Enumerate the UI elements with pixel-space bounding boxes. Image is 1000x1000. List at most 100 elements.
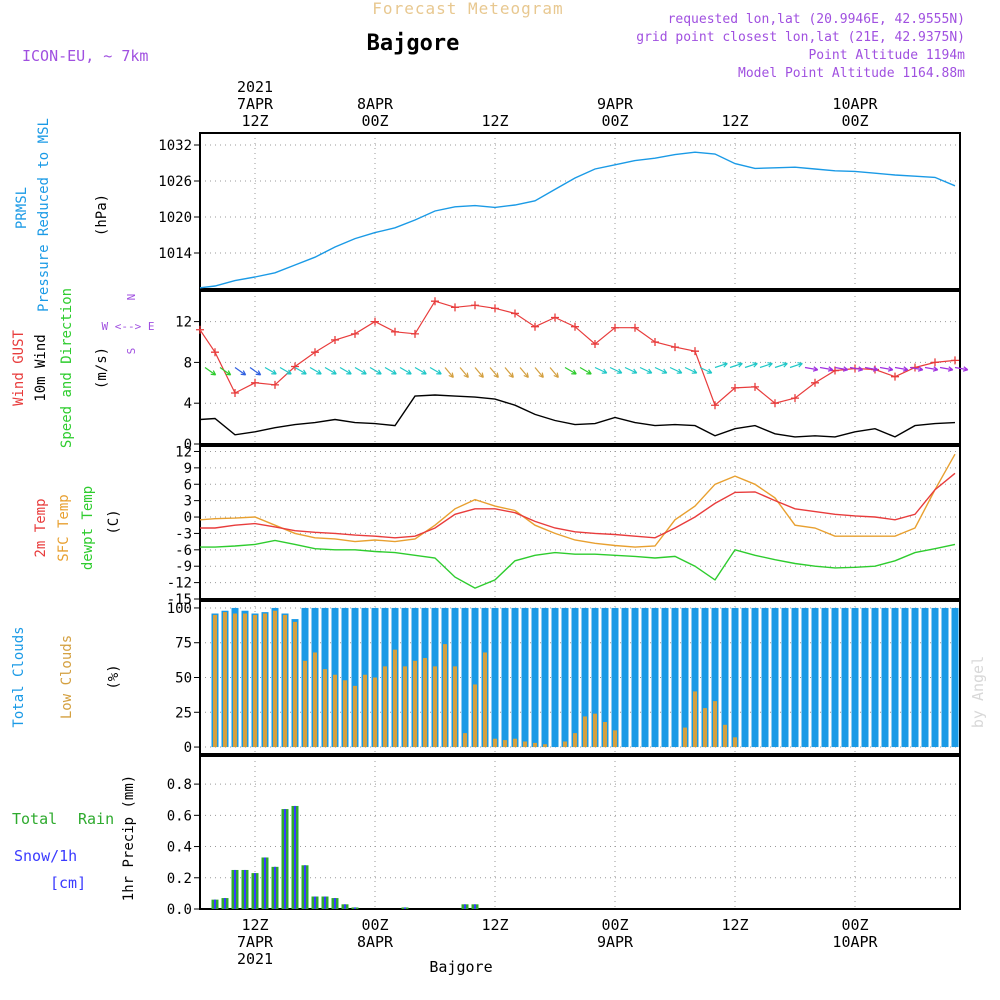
wind-direction-arrow: [519, 367, 529, 379]
gust-marker: [551, 313, 559, 322]
total-precip-label: Total: [12, 810, 57, 828]
low-cloud-bar: [603, 722, 607, 748]
wind-direction-arrow: [774, 362, 788, 369]
pressure-ytick-label: 1020: [158, 210, 192, 226]
total-cloud-bar: [461, 607, 469, 748]
top-time-axis-label: 00Z: [601, 112, 628, 130]
low-cloud-bar: [473, 684, 477, 748]
gust-marker: [571, 322, 579, 331]
temp-unit: (C): [106, 509, 122, 534]
precip-frame: [199, 755, 961, 910]
gust-marker: [271, 380, 279, 389]
wind-direction-arrow: [924, 366, 939, 372]
gust-marker: [251, 378, 259, 387]
bottom-time-axis-label: 00Z: [361, 916, 388, 934]
gust-marker: [431, 297, 439, 306]
low-cloud-bar: [433, 666, 437, 748]
low-cloud-bar: [273, 610, 277, 748]
low-cloud-bar: [513, 738, 517, 748]
total-cloud-bar: [901, 607, 909, 748]
wind-ytick-label: 12: [175, 315, 192, 331]
total-cloud-bar: [561, 607, 569, 748]
bottom-time-axis-label: 8APR: [357, 933, 394, 951]
total-cloud-bar: [951, 607, 959, 748]
temperature-ytick-label: -12: [167, 576, 192, 592]
snow-label: Snow/1h: [14, 847, 77, 865]
gust-marker: [791, 394, 799, 403]
point-altitude: Point Altitude 1194m: [808, 48, 965, 63]
low-cloud-bar: [613, 730, 617, 748]
wind-direction-arrow: [594, 366, 608, 374]
low-cloud-bar: [733, 737, 737, 748]
total-cloud-bar: [781, 607, 789, 748]
snow-bar: [274, 866, 276, 909]
total-cloud-bar: [651, 607, 659, 748]
total-cloud-bar: [701, 607, 709, 748]
pressure-ytick-label: 1026: [158, 174, 192, 190]
gust-marker: [611, 323, 619, 332]
total-cloud-bar: [931, 607, 939, 748]
gust-marker: [391, 327, 399, 336]
wind-direction-arrow: [399, 366, 412, 375]
low-cloud-bar: [413, 660, 417, 748]
wind-direction-arrow: [789, 362, 803, 369]
wind-direction-arrow: [279, 366, 292, 375]
total-cloud-bar: [921, 607, 929, 748]
wind-direction-arrow: [504, 367, 514, 379]
clouds-ytick-label: 75: [175, 636, 192, 652]
low-cloud-bar: [393, 649, 397, 748]
precip-ytick-label: 0.8: [167, 777, 192, 793]
bottom-time-axis-label: 2021: [237, 950, 273, 968]
low-cloud-bar: [563, 741, 567, 748]
clouds-ytick-label: 50: [175, 671, 192, 687]
total-cloud-bar: [691, 607, 699, 748]
pressure-unit: (hPa): [94, 194, 110, 236]
total-cloud-bar: [841, 607, 849, 748]
total-cloud-bar: [601, 607, 609, 748]
temperature-ytick-label: -6: [175, 543, 192, 559]
temperature-ytick-label: 9: [184, 461, 192, 477]
snow-bar: [334, 898, 336, 909]
total-cloud-bar: [851, 607, 859, 748]
low-cloud-bar: [263, 613, 267, 748]
gust-marker: [196, 325, 204, 334]
low-cloud-bar: [383, 666, 387, 748]
low-cloud-bar: [293, 621, 297, 748]
low-cloud-bar: [463, 733, 467, 748]
clouds-unit: (%): [106, 664, 122, 689]
clouds-frame: [199, 600, 961, 755]
low-cloud-bar: [343, 680, 347, 748]
wind-direction-arrow: [489, 367, 499, 379]
bottom-time-axis-label: 00Z: [601, 916, 628, 934]
precip-ytick-label: 0.0: [167, 902, 192, 918]
temperature-ytick-label: -9: [175, 559, 192, 575]
snow-bar: [304, 865, 306, 909]
bottom-time-axis-label: 7APR: [237, 933, 274, 951]
precip-panel: 0.0 0.2 0.4 0.6 0.8: [167, 755, 961, 918]
clouds-ytick-label: 100: [167, 601, 192, 617]
low-cloud-bar: [543, 744, 547, 748]
low-cloud-bar: [403, 666, 407, 748]
wind-direction-arrow: [894, 366, 909, 372]
plot-panels: 101410201026103204812-15-12-9-6-30369120…: [158, 132, 969, 918]
gust-marker: [931, 358, 939, 367]
wind-direction-arrow: [444, 367, 454, 379]
low-cloud-bar: [483, 652, 487, 748]
top-time-axis-label: 12Z: [241, 112, 268, 130]
low-cloud-bar: [453, 666, 457, 748]
clouds-ytick-label: 0: [184, 740, 192, 756]
wind-direction-arrow: [549, 367, 559, 379]
snow-bar: [214, 899, 216, 909]
snow-bar: [244, 869, 246, 909]
low-cloud-bar: [223, 612, 227, 748]
total-cloud-bar: [771, 607, 779, 748]
wind-direction-arrow: [354, 366, 367, 375]
gust-label: Wind GUST: [11, 330, 27, 406]
total-cloud-bar: [731, 607, 739, 748]
low-cloud-bar: [253, 614, 257, 748]
total-cloud-bar: [591, 607, 599, 748]
wind-direction-arrow: [864, 366, 879, 372]
snow-bar: [324, 896, 326, 909]
gust-marker: [471, 301, 479, 310]
